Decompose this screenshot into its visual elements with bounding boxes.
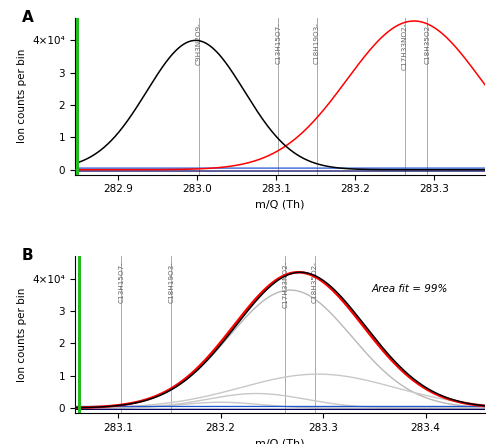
Text: C17H33NO2-: C17H33NO2- — [402, 22, 407, 70]
Text: C18H35O2-: C18H35O2- — [424, 22, 430, 64]
Text: C9H3N2O9-: C9H3N2O9- — [196, 22, 202, 65]
Text: Area fit = 99%: Area fit = 99% — [372, 284, 448, 293]
Text: C18H19O3-: C18H19O3- — [314, 22, 320, 64]
Text: C13H15O7-: C13H15O7- — [118, 261, 124, 302]
Text: C18H19O3-: C18H19O3- — [168, 261, 174, 302]
Y-axis label: Ion counts per bin: Ion counts per bin — [17, 49, 27, 143]
X-axis label: m/Q (Th): m/Q (Th) — [256, 438, 305, 444]
Y-axis label: Ion counts per bin: Ion counts per bin — [17, 287, 27, 382]
X-axis label: m/Q (Th): m/Q (Th) — [256, 200, 305, 210]
Text: A: A — [22, 10, 34, 25]
Text: B: B — [22, 248, 34, 263]
Text: C17H33NO2-: C17H33NO2- — [282, 261, 288, 308]
Text: C18H35O2-: C18H35O2- — [312, 261, 318, 302]
Text: C13H15O7-: C13H15O7- — [276, 22, 281, 64]
